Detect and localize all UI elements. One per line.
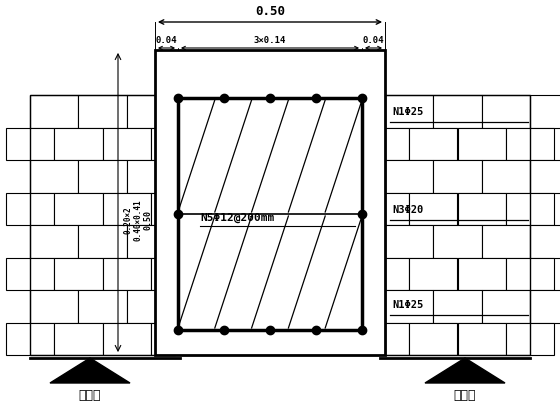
Bar (127, 225, 175, 257)
Bar (530, 290, 560, 323)
Bar (78, 225, 127, 257)
Bar (54, 192, 102, 225)
Bar (458, 192, 506, 225)
Bar (127, 95, 175, 128)
Bar (30, 290, 78, 323)
Text: N3Φ20: N3Φ20 (392, 205, 423, 215)
Bar (78, 290, 127, 323)
Bar (433, 225, 482, 257)
Bar (30, 95, 78, 128)
Bar (530, 95, 560, 128)
Text: N5Φ12@200mm: N5Φ12@200mm (200, 213, 274, 223)
Bar (127, 290, 175, 323)
Bar (175, 160, 223, 192)
Bar (458, 257, 506, 290)
Polygon shape (425, 358, 505, 383)
Bar (102, 192, 151, 225)
Bar (361, 323, 409, 355)
Bar (530, 160, 560, 192)
Bar (78, 160, 127, 192)
Bar (482, 290, 530, 323)
Bar (6, 128, 54, 160)
Bar (175, 290, 223, 323)
Bar (102, 128, 151, 160)
Bar (178, 98, 362, 330)
Bar (151, 257, 199, 290)
Text: 0.20×2: 0.20×2 (124, 206, 133, 234)
Bar (506, 192, 554, 225)
Bar (385, 95, 530, 355)
Bar (458, 128, 506, 160)
Bar (506, 323, 554, 355)
Polygon shape (50, 358, 130, 383)
Bar (102, 323, 151, 355)
Bar (102, 257, 151, 290)
Text: 0.04: 0.04 (363, 36, 384, 45)
Bar (433, 160, 482, 192)
Bar (175, 225, 223, 257)
Bar (409, 257, 458, 290)
Text: 0.50: 0.50 (143, 210, 152, 230)
Text: 0.50: 0.50 (255, 5, 285, 18)
Bar (385, 95, 530, 355)
Bar (30, 95, 175, 355)
Text: 0.40×0.41: 0.40×0.41 (133, 199, 142, 241)
Bar (30, 160, 78, 192)
Bar (433, 290, 482, 323)
Bar (30, 225, 78, 257)
Bar (482, 95, 530, 128)
Bar (385, 160, 433, 192)
Bar (54, 128, 102, 160)
Text: 0.04: 0.04 (156, 36, 178, 45)
Bar (361, 128, 409, 160)
Bar (482, 160, 530, 192)
Bar (151, 128, 199, 160)
Bar (482, 225, 530, 257)
Bar (385, 95, 433, 128)
Bar (409, 192, 458, 225)
Bar (506, 257, 554, 290)
Bar (530, 225, 560, 257)
Bar (78, 95, 127, 128)
Bar (127, 160, 175, 192)
Bar (409, 128, 458, 160)
Bar (6, 257, 54, 290)
Bar (361, 257, 409, 290)
Bar (385, 290, 433, 323)
Bar (385, 225, 433, 257)
Bar (6, 323, 54, 355)
Bar (155, 50, 385, 355)
Bar (54, 323, 102, 355)
Bar (151, 192, 199, 225)
Bar (506, 128, 554, 160)
Bar (6, 192, 54, 225)
Bar (54, 257, 102, 290)
Text: 3×0.14: 3×0.14 (254, 36, 286, 45)
Text: N1Φ25: N1Φ25 (392, 107, 423, 117)
Bar (409, 323, 458, 355)
Bar (151, 323, 199, 355)
Bar (433, 95, 482, 128)
Text: 挡土墙: 挡土墙 (79, 388, 101, 402)
Bar (361, 192, 409, 225)
Bar (458, 323, 506, 355)
Bar (175, 95, 223, 128)
Bar (30, 95, 175, 355)
Text: 挡土墙: 挡土墙 (454, 388, 476, 402)
Text: N1Φ25: N1Φ25 (392, 300, 423, 310)
